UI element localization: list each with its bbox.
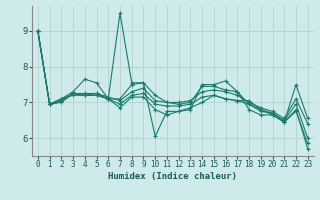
- X-axis label: Humidex (Indice chaleur): Humidex (Indice chaleur): [108, 172, 237, 181]
